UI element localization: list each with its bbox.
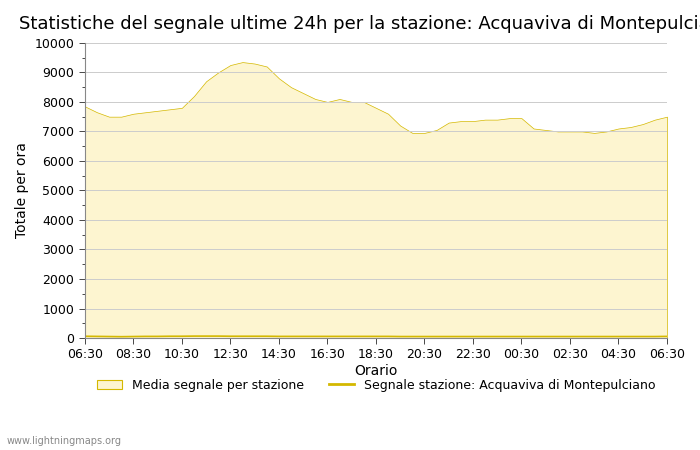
Y-axis label: Totale per ora: Totale per ora <box>15 143 29 238</box>
Legend: Media segnale per stazione, Segnale stazione: Acquaviva di Montepulciano: Media segnale per stazione, Segnale staz… <box>92 374 660 397</box>
Title: Statistiche del segnale ultime 24h per la stazione: Acquaviva di Montepulciano: Statistiche del segnale ultime 24h per l… <box>20 15 700 33</box>
Text: www.lightningmaps.org: www.lightningmaps.org <box>7 436 122 446</box>
X-axis label: Orario: Orario <box>354 364 398 378</box>
